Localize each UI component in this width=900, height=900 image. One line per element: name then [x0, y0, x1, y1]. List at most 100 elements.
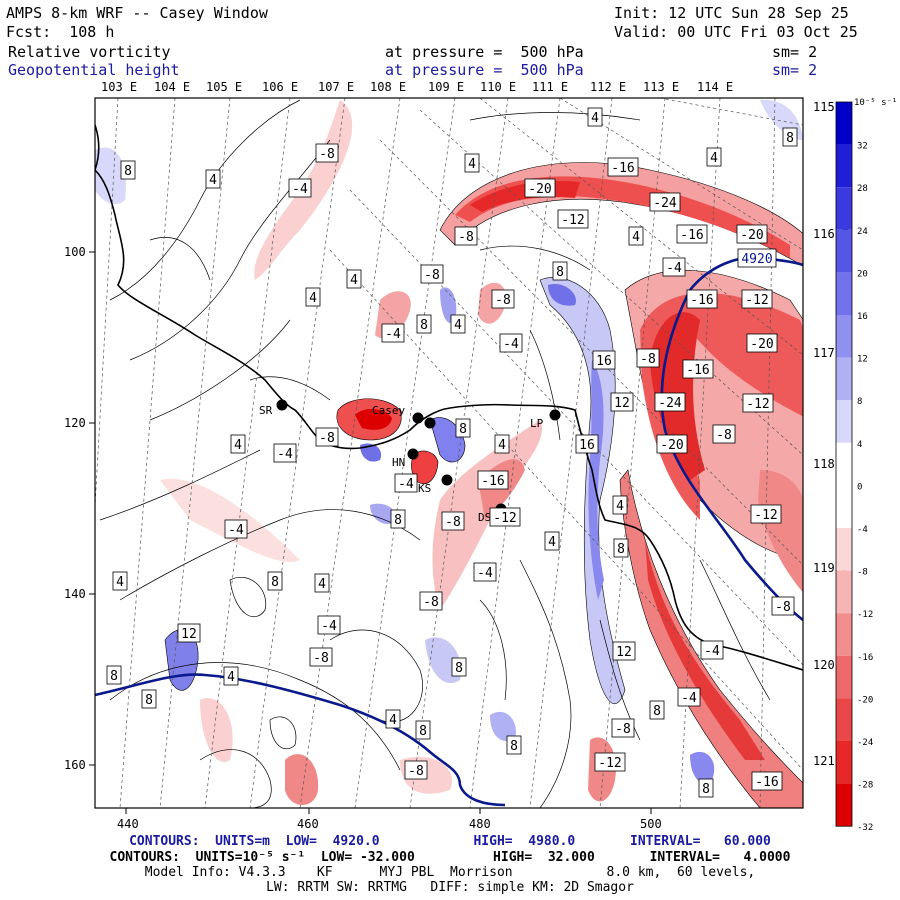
colorbar-segment [836, 570, 852, 614]
init-time: Init: 12 UTC Sun 28 Sep 25 [614, 4, 849, 22]
svg-text:16: 16 [596, 354, 612, 369]
contour-label: -16 [682, 359, 714, 379]
footer-model-info: Model Info: V4.3.3 KF MYJ PBL Morrison 8… [144, 865, 756, 880]
svg-text:-12: -12 [598, 756, 621, 771]
svg-text:-4: -4 [228, 523, 244, 538]
longitude-labels-top: 103 E 104 E 105 E 106 E 107 E 108 E 109 E 110 E… [101, 80, 733, 94]
svg-text:4: 4 [591, 111, 599, 126]
svg-text:-12: -12 [493, 511, 516, 526]
contour-label: -12 [742, 393, 774, 413]
svg-text:4: 4 [318, 577, 326, 592]
svg-text:-16: -16 [680, 228, 703, 243]
svg-text:-20: -20 [528, 182, 551, 197]
contour-label: -8 [491, 289, 515, 309]
svg-text:8: 8 [455, 661, 463, 676]
field1-level: at pressure = 500 hPa [385, 43, 584, 61]
station-label: HN [392, 456, 405, 469]
contour-label: 4 [494, 434, 510, 454]
contour-label: 8 [649, 700, 665, 720]
contour-label: 4 [587, 107, 603, 127]
svg-text:-12: -12 [754, 508, 777, 523]
svg-text:-24: -24 [653, 196, 677, 211]
svg-text:-8: -8 [313, 651, 329, 666]
svg-text:8: 8 [556, 265, 564, 280]
contour-label: -16 [751, 771, 783, 791]
svg-text:-4: -4 [385, 327, 401, 342]
contour-label: 4 [346, 269, 362, 289]
footer-height-contours: CONTOURS: UNITS=m LOW= 4920.0 HIGH= 4980… [129, 834, 771, 849]
contour-label: -20 [736, 224, 768, 244]
contour-label: 8 [552, 261, 568, 281]
lon-label: 113 E [643, 80, 679, 94]
svg-text:-8: -8 [495, 293, 511, 308]
svg-text:8: 8 [124, 164, 132, 179]
svg-text:-8: -8 [775, 600, 791, 615]
svg-text:-20: -20 [660, 438, 683, 453]
svg-text:8: 8 [653, 704, 661, 719]
x-tick-label: 480 [469, 817, 491, 831]
svg-text:4: 4 [227, 670, 235, 685]
colorbar-segment [836, 528, 852, 571]
vorticity-contours [99, 99, 771, 808]
svg-text:4: 4 [468, 157, 476, 172]
svg-text:8: 8 [419, 724, 427, 739]
svg-text:-8: -8 [445, 515, 461, 530]
footer-vorticity-contours: CONTOURS: UNITS=10⁻⁵ s⁻¹ LOW= -32.000 HI… [109, 850, 791, 865]
colorbar-units: 10⁻⁵ s⁻¹ [854, 98, 897, 108]
valid-time: Valid: 00 UTC Fri 03 Oct 25 [614, 23, 858, 41]
colorbar-label: -24 [857, 738, 873, 748]
svg-text:12: 12 [616, 645, 632, 660]
graticule [95, 98, 803, 808]
y-tick-label: 140 [64, 587, 86, 601]
contour-label: -16 [607, 157, 639, 177]
contour-label: 8 [390, 509, 406, 529]
contour-label: -20 [524, 178, 556, 198]
field2-name: Geopotential height [8, 61, 180, 79]
station-dot [276, 399, 288, 411]
svg-text:-4: -4 [398, 477, 414, 492]
contour-value-labels: 8 4 -8 -4 4 4 8 4 -16 -20 -24 -12 -8 4 -16 -20 4920 -4 8 -8… [106, 107, 798, 798]
contour-label: 12 [177, 623, 201, 643]
svg-text:-8: -8 [319, 147, 335, 162]
svg-text:8: 8 [271, 575, 279, 590]
contour-label: 4 [706, 147, 722, 167]
contour-label: -4 [473, 562, 497, 582]
contour-label: -12 [750, 504, 782, 524]
contour-label: 8 [267, 571, 283, 591]
contour-label: 16 [592, 350, 616, 370]
station-dot [407, 448, 419, 460]
lon-label: 108 E [370, 80, 406, 94]
svg-text:8: 8 [510, 739, 518, 754]
svg-text:4: 4 [209, 173, 217, 188]
contour-label: -4 [317, 615, 341, 635]
lon-label: 106 E [262, 80, 298, 94]
field2-level: at pressure = 500 hPa [385, 61, 584, 79]
contour-label: -4 [700, 640, 724, 660]
x-tick-label: 460 [297, 817, 319, 831]
svg-text:4: 4 [234, 438, 242, 453]
contour-label: -16 [676, 224, 708, 244]
svg-text:-16: -16 [755, 775, 778, 790]
colorbar-segment [836, 144, 852, 188]
contour-label: -24 [649, 192, 681, 212]
contour-label: 4 [628, 226, 644, 246]
contour-label: -4 [288, 178, 312, 198]
svg-text:12: 12 [181, 627, 197, 642]
contour-label: 8 [416, 314, 432, 334]
contour-label: -8 [420, 264, 444, 284]
svg-text:4: 4 [548, 535, 556, 550]
contour-label: 4 [230, 434, 246, 454]
svg-text:4920: 4920 [741, 252, 772, 267]
x-tick-label: 500 [640, 817, 662, 831]
contour-label: 8 [415, 720, 431, 740]
svg-text:-16: -16 [611, 161, 634, 176]
colorbar-segment [836, 485, 852, 528]
contour-label: -12 [557, 209, 589, 229]
svg-text:-12: -12 [746, 397, 769, 412]
svg-text:4: 4 [116, 575, 124, 590]
colorbar-segment [836, 400, 852, 443]
lon-label: 104 E [154, 80, 190, 94]
lon-label: 111 E [532, 80, 568, 94]
svg-text:-4: -4 [503, 337, 519, 352]
svg-text:-4: -4 [704, 644, 720, 659]
